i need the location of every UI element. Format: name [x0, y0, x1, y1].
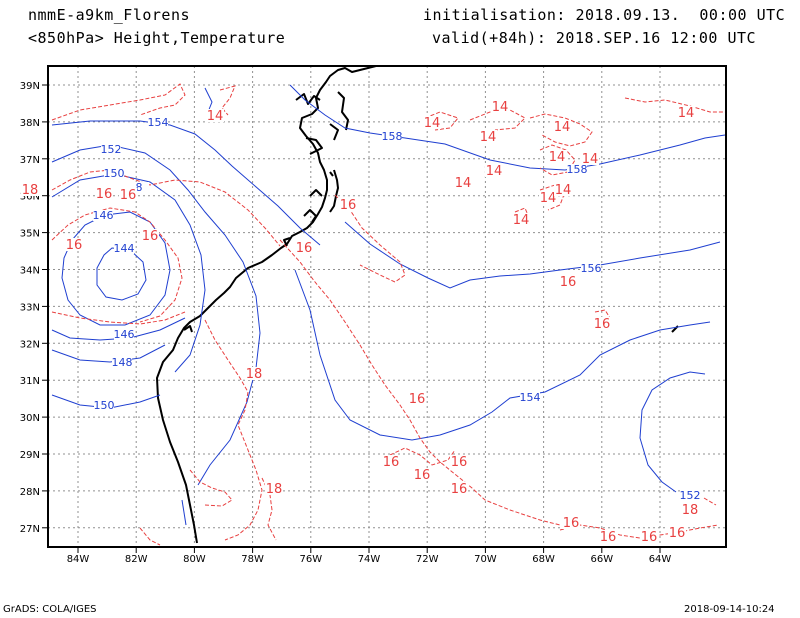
- coastline: [156, 65, 679, 544]
- lat-tick-label: 35N: [20, 229, 40, 240]
- height-contour-label: 158: [567, 163, 588, 176]
- lat-tick-label: 39N: [20, 81, 40, 92]
- height-contour-label: 8: [136, 181, 143, 194]
- lon-tick-label: 80W: [183, 554, 206, 565]
- temperature-contour-label: 18: [682, 503, 699, 518]
- temperature-contour-label: 16: [414, 468, 431, 483]
- lon-tick-label: 82W: [125, 554, 148, 565]
- lon-tick-label: 68W: [532, 554, 555, 565]
- temperature-contour-label: 16: [451, 482, 468, 497]
- temperature-contour-label: 16: [66, 238, 83, 253]
- temperature-contour-label: 14: [513, 213, 530, 228]
- lat-tick-label: 29N: [20, 450, 40, 461]
- lon-tick-label: 76W: [299, 554, 322, 565]
- lon-tick-label: 66W: [590, 554, 613, 565]
- temperature-contour-label: 14: [555, 183, 572, 198]
- map-grid: [48, 66, 726, 547]
- lon-tick-label: 74W: [358, 554, 381, 565]
- lat-tick-label: 33N: [20, 302, 40, 313]
- temperature-contour-label: 14: [678, 106, 695, 121]
- height-contour-label: 144: [114, 242, 135, 255]
- lat-tick-label: 38N: [20, 118, 40, 129]
- lat-tick-label: 31N: [20, 376, 40, 387]
- temperature-contour-label: 14: [207, 109, 224, 124]
- lon-tick-label: 84W: [67, 554, 90, 565]
- model-title: nmmE-a9km_Florens: [28, 6, 191, 24]
- lon-tick-label: 72W: [416, 554, 439, 565]
- valid-time: valid(+84h): 2018.SEP.16 12:00 UTC: [432, 29, 757, 47]
- field-title: <850hPa> Height,Temperature: [28, 29, 286, 47]
- temperature-contour-label: 16: [451, 455, 468, 470]
- temperature-contour-label: 16: [560, 275, 577, 290]
- height-contour-label: 154: [148, 116, 169, 129]
- temperature-contour-label: 16: [296, 241, 313, 256]
- temperature-contour-label: 16: [340, 198, 357, 213]
- lat-tick-label: 28N: [20, 487, 40, 498]
- lat-tick-label: 37N: [20, 155, 40, 166]
- temperature-contour-label: 14: [540, 191, 557, 206]
- lat-tick-label: 27N: [20, 524, 40, 535]
- temperature-contours: [51, 83, 726, 546]
- grads-credit: GrADS: COLA/IGES: [3, 604, 97, 615]
- temperature-contour-label: 18: [266, 482, 283, 497]
- temperature-contour-label: 14: [480, 130, 497, 145]
- temperature-contour-label: 14: [582, 152, 599, 167]
- temperature-contour-label: 16: [96, 187, 113, 202]
- height-contour-label: 156: [581, 262, 602, 275]
- height-contour-label: 150: [104, 167, 125, 180]
- height-contour-label: 152: [680, 489, 701, 502]
- render-timestamp: 2018-09-14-10:24: [684, 604, 775, 615]
- temperature-contour-label: 16: [669, 526, 686, 541]
- contour-labels: 154 152 150 146 144 146 148 150 158 156 154 152 158 8…: [21, 100, 701, 545]
- lon-tick-label: 64W: [649, 554, 672, 565]
- lat-tick-label: 36N: [20, 192, 40, 203]
- temperature-contour-label: 18: [22, 183, 39, 198]
- temperature-contour-label: 16: [600, 530, 617, 545]
- height-contour-label: 150: [94, 399, 115, 412]
- height-contour-label: 146: [93, 209, 114, 222]
- temperature-contour-label: 16: [142, 229, 159, 244]
- height-contour-label: 146: [114, 328, 135, 341]
- temperature-contour-label: 16: [383, 455, 400, 470]
- init-time: initialisation: 2018.09.13. 00:00 UTC: [423, 6, 786, 24]
- lat-tick-label: 34N: [20, 266, 40, 277]
- temperature-contour-label: 14: [455, 176, 472, 191]
- map-axes: 84W 82W 80W 78W 76W 74W 72W 70W 68W 66W 64W 39N 38N 3…: [20, 81, 672, 565]
- height-contour-label: 154: [520, 391, 541, 404]
- lon-tick-label: 70W: [474, 554, 497, 565]
- temperature-contour-label: 16: [409, 392, 426, 407]
- temperature-contour-label: 18: [246, 367, 263, 382]
- temperature-contour-label: 14: [492, 100, 509, 115]
- temperature-contour-label: 14: [486, 164, 503, 179]
- lat-tick-label: 32N: [20, 339, 40, 350]
- height-contour-label: 158: [382, 130, 403, 143]
- lon-tick-label: 78W: [241, 554, 264, 565]
- temperature-contour-label: 16: [594, 317, 611, 332]
- height-contour-label: 152: [101, 143, 122, 156]
- temperature-contour-label: 16: [563, 516, 580, 531]
- lat-tick-label: 30N: [20, 413, 40, 424]
- temperature-contour-label: 16: [641, 530, 658, 545]
- temperature-contour-label: 16: [120, 188, 137, 203]
- temperature-contour-label: 14: [554, 120, 571, 135]
- temperature-contour-label: 14: [424, 116, 441, 131]
- height-contour-label: 148: [112, 356, 133, 369]
- temperature-contour-label: 14: [549, 150, 566, 165]
